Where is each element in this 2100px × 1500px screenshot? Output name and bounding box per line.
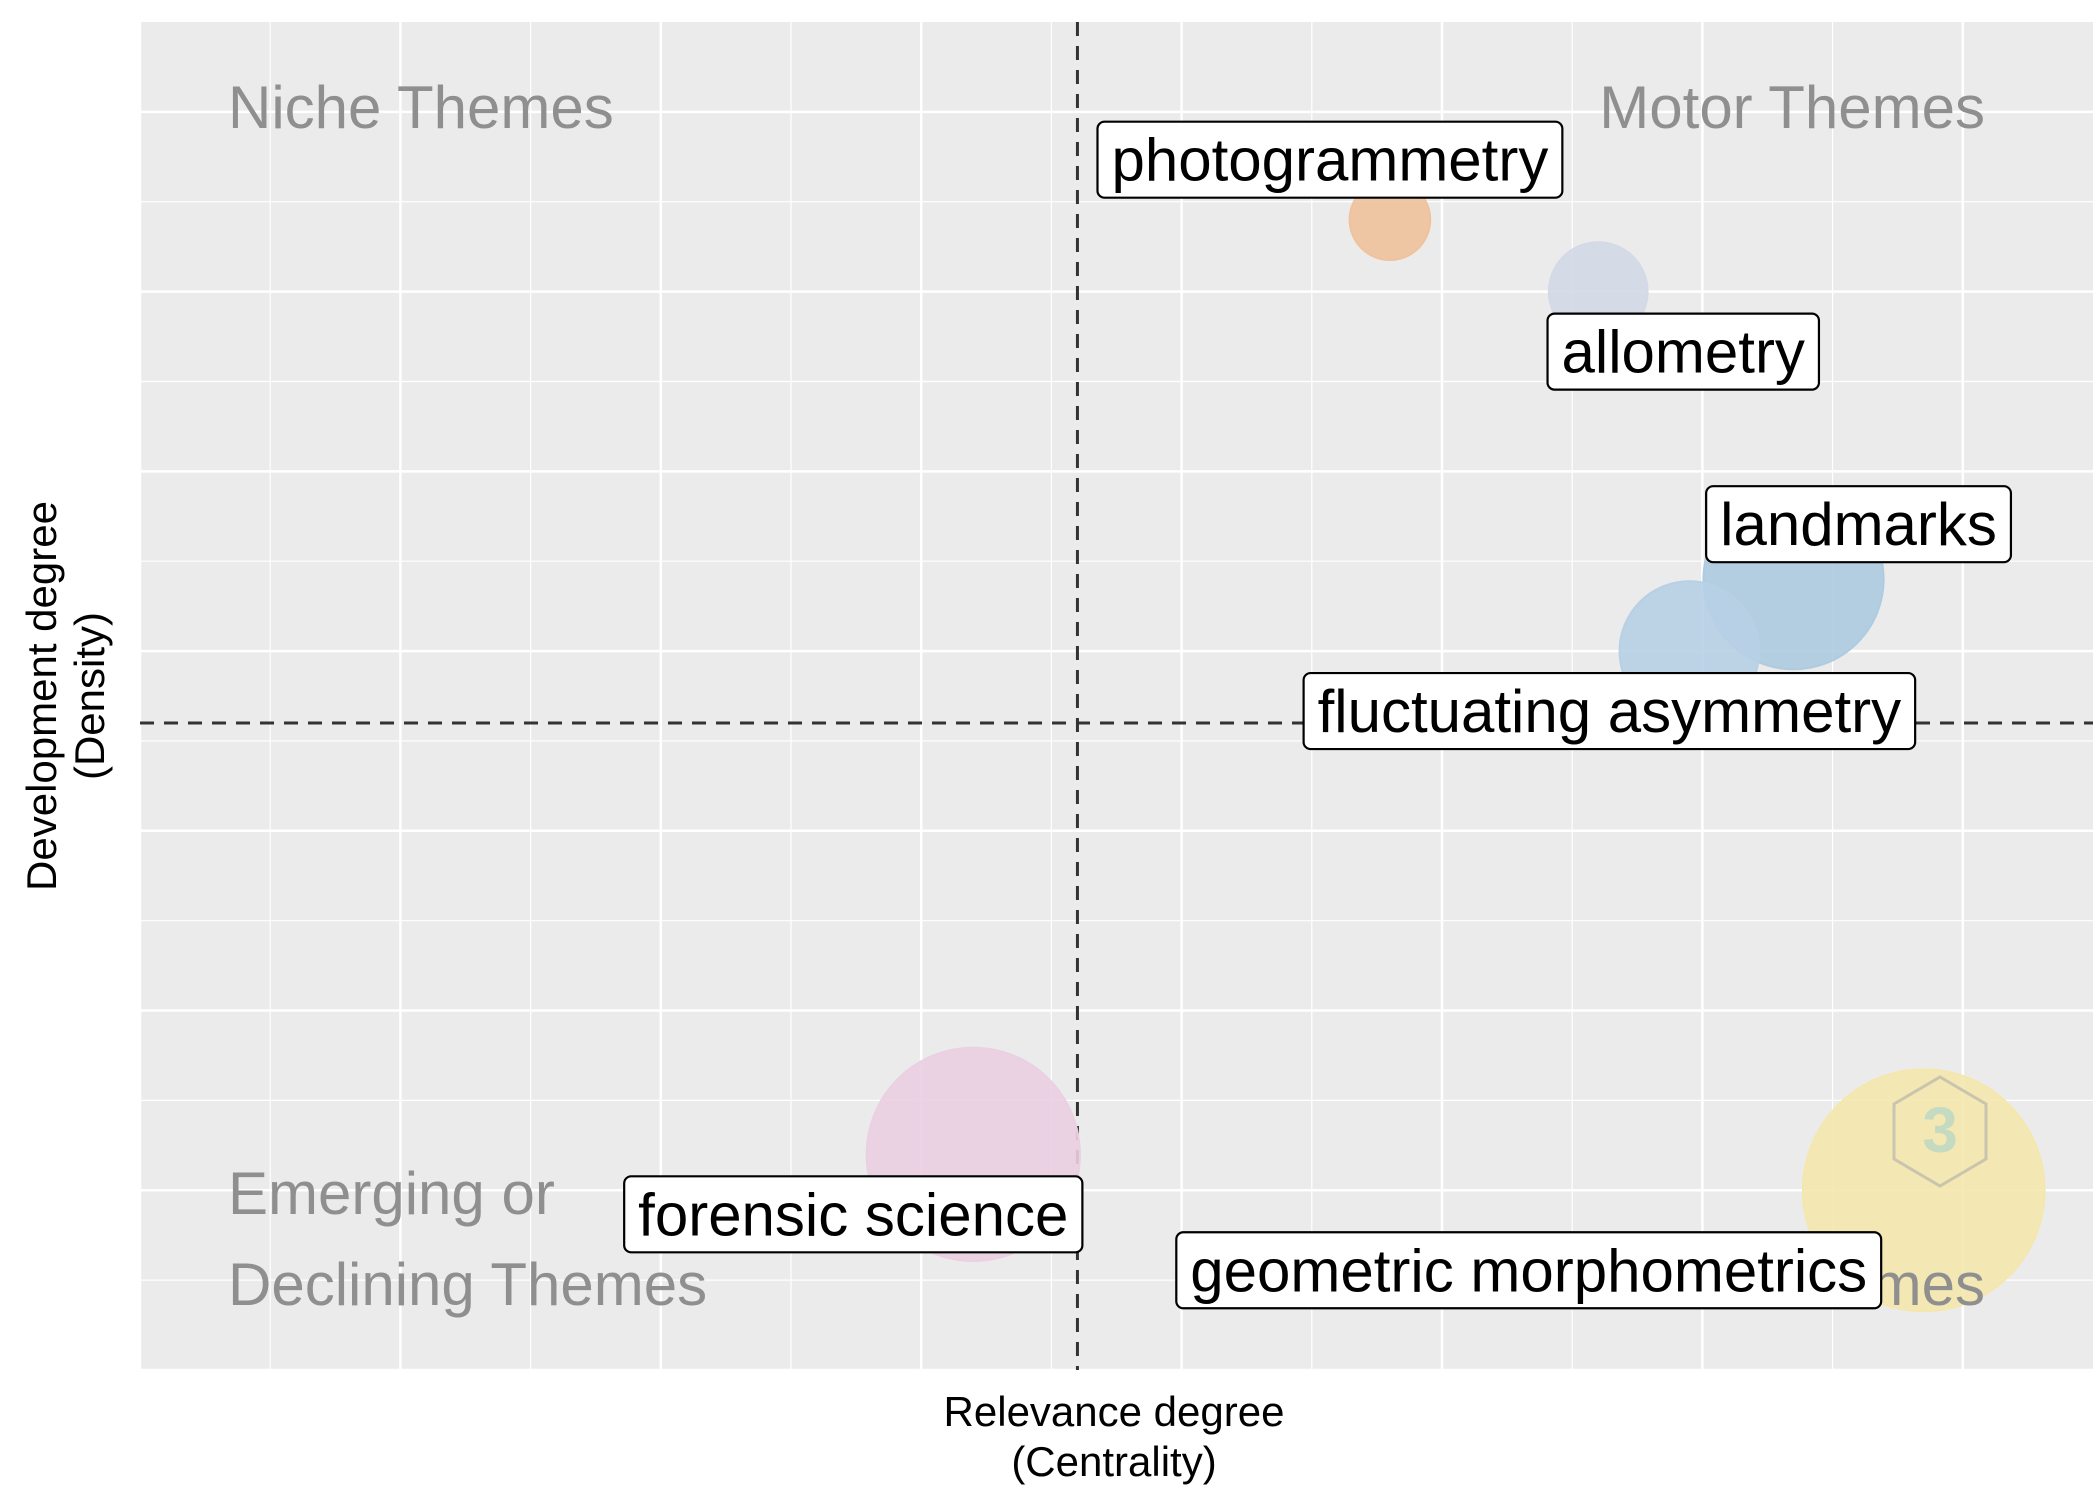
- y-axis-title: Development degree (Density): [18, 501, 113, 891]
- label-landmarks: landmarks: [1705, 485, 2013, 564]
- label-text: fluctuating asymmetry: [1318, 678, 1902, 745]
- svg-text:Relevance degree: Relevance degree: [944, 1388, 1285, 1435]
- svg-text:Development degree: Development degree: [18, 501, 65, 891]
- svg-text:(Density): (Density): [66, 612, 113, 780]
- label-photogrammetry: photogrammetry: [1096, 120, 1564, 199]
- quadrant-label-emerging-line2: Declining Themes: [228, 1251, 707, 1318]
- label-box: [623, 1175, 1084, 1254]
- quadrant-label-emerging-line1: Emerging or: [228, 1160, 555, 1227]
- label-text: photogrammetry: [1111, 127, 1548, 194]
- label-box: [1546, 312, 1821, 391]
- label-fluctuating-asymmetry: fluctuating asymmetry: [1302, 671, 1917, 751]
- label-text: geometric morphometrics: [1190, 1237, 1867, 1304]
- label-text: landmarks: [1720, 491, 1997, 558]
- svg-text:(Centrality): (Centrality): [1011, 1438, 1216, 1485]
- label-box: [1705, 485, 2013, 564]
- label-box: [1096, 120, 1564, 199]
- reference-lines: [140, 22, 2093, 1370]
- quadrant-label-niche: Niche Themes: [228, 74, 614, 141]
- label-forensic-science: forensic science: [623, 1175, 1084, 1254]
- label-geometric-morphometrics: geometric morphometrics: [1175, 1231, 1883, 1310]
- label-box: [1302, 671, 1917, 751]
- label-allometry: allometry: [1546, 312, 1821, 391]
- label-text: allometry: [1562, 319, 1805, 386]
- label-box: [1175, 1231, 1883, 1310]
- label-text: forensic science: [638, 1181, 1068, 1248]
- svg-text:3: 3: [1922, 1094, 1958, 1166]
- bubble-labels: photogrammetry allometry landmarks fluctuat…: [623, 120, 2013, 1310]
- x-axis-title: Relevance degree (Centrality): [944, 1388, 1285, 1485]
- watermark-logo: 3: [1892, 1075, 1988, 1188]
- quadrant-label-motor: Motor Themes: [1599, 74, 1985, 141]
